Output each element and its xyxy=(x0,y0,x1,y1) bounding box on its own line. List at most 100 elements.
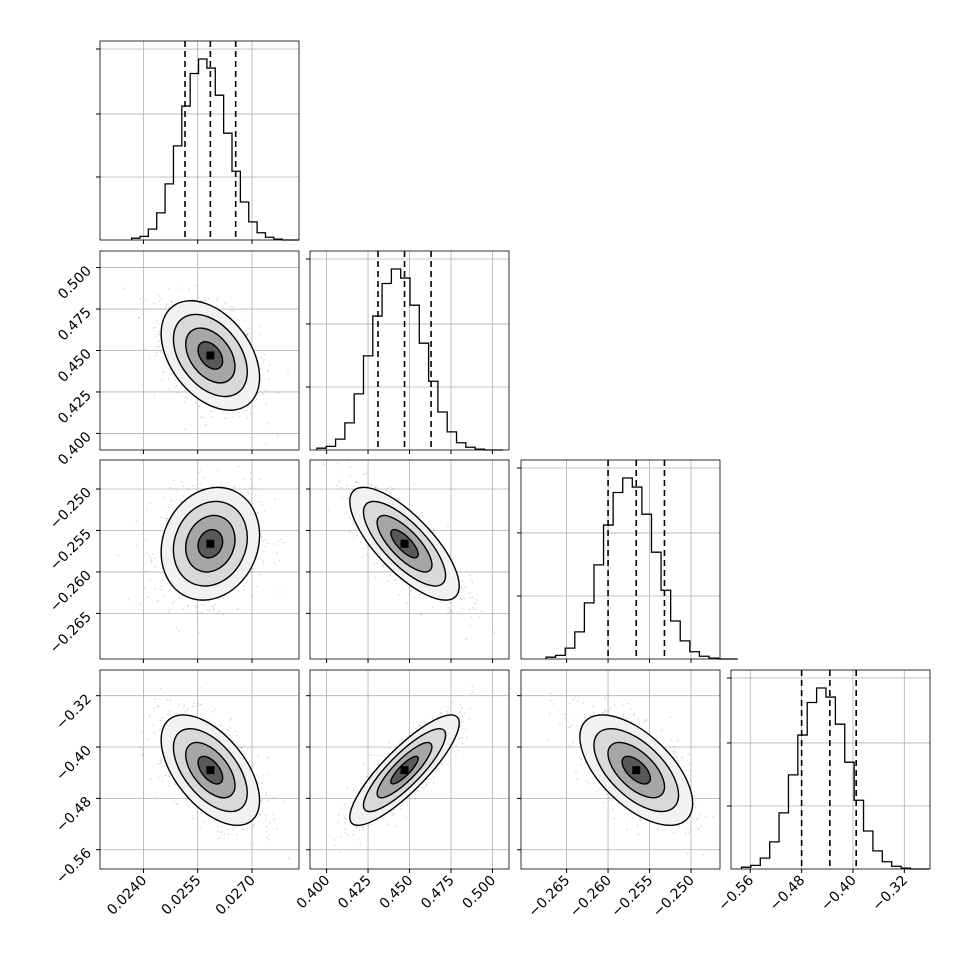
sample-point xyxy=(260,356,263,359)
sample-point xyxy=(179,500,182,503)
sample-point xyxy=(255,585,258,588)
sample-point xyxy=(150,559,153,562)
sample-point xyxy=(198,632,201,635)
sample-point xyxy=(446,607,449,609)
sample-point xyxy=(184,428,186,431)
sample-point xyxy=(264,389,267,391)
density-peak xyxy=(206,766,215,775)
sample-point xyxy=(466,736,468,738)
sample-point xyxy=(208,822,211,824)
sample-point xyxy=(184,401,186,403)
sample-point xyxy=(370,483,373,486)
sample-point xyxy=(455,744,457,747)
sample-point xyxy=(175,627,178,630)
sample-point xyxy=(193,702,196,704)
sample-point xyxy=(159,350,162,352)
sample-point xyxy=(352,833,355,836)
sample-point xyxy=(461,715,464,718)
sample-point xyxy=(266,830,268,833)
sample-point xyxy=(229,305,232,308)
sample-point xyxy=(264,353,266,356)
sample-point xyxy=(187,604,189,607)
sample-point xyxy=(245,333,248,335)
sample-point xyxy=(229,734,231,737)
sample-point xyxy=(127,598,130,601)
sample-point xyxy=(229,719,232,721)
sample-point xyxy=(157,705,160,708)
sample-point xyxy=(388,747,391,749)
sample-point xyxy=(425,784,427,787)
sample-point xyxy=(386,580,389,583)
sample-point xyxy=(282,541,285,544)
sample-point xyxy=(182,495,185,498)
sample-point xyxy=(154,326,157,329)
sample-point xyxy=(380,754,383,757)
sample-point xyxy=(211,416,213,418)
histogram-0 xyxy=(130,58,299,241)
sample-point xyxy=(150,557,152,560)
sample-point xyxy=(622,715,625,718)
sample-point xyxy=(208,297,210,300)
sample-point xyxy=(450,610,453,613)
sample-point xyxy=(439,712,442,715)
sample-point xyxy=(431,606,434,608)
sample-point xyxy=(246,748,249,751)
sample-point xyxy=(211,604,214,607)
sample-point xyxy=(604,709,607,712)
sample-point xyxy=(363,472,366,475)
sample-point xyxy=(423,789,425,791)
sample-point xyxy=(158,762,160,765)
sample-point xyxy=(183,706,185,709)
sample-point xyxy=(161,717,164,719)
sample-point xyxy=(252,825,255,827)
sample-point xyxy=(229,717,232,720)
sample-point xyxy=(432,782,435,784)
contour-line-1 xyxy=(172,500,248,587)
sample-point xyxy=(154,588,157,590)
sample-point xyxy=(262,550,265,552)
sample-point xyxy=(472,582,474,584)
sample-point xyxy=(242,744,245,747)
sample-point xyxy=(224,732,227,735)
sample-point xyxy=(251,764,254,767)
sample-point xyxy=(244,331,247,334)
sample-point xyxy=(451,611,453,614)
density-peak xyxy=(400,766,409,775)
sample-point xyxy=(421,612,423,615)
sample-point xyxy=(268,378,270,381)
sample-point xyxy=(276,551,279,554)
sample-point xyxy=(568,726,570,729)
sample-point xyxy=(248,327,251,329)
sample-point xyxy=(417,790,420,792)
sample-point xyxy=(199,703,202,706)
sample-point xyxy=(461,737,463,739)
sample-point xyxy=(159,762,162,765)
sample-point xyxy=(355,481,358,484)
sample-point xyxy=(139,603,142,606)
sample-point xyxy=(394,578,397,581)
sample-point xyxy=(471,606,474,609)
sample-point xyxy=(249,472,252,474)
sample-point xyxy=(219,482,222,484)
sample-point xyxy=(268,422,270,425)
sample-point xyxy=(265,538,267,541)
sample-point xyxy=(209,721,212,723)
sample-point xyxy=(382,565,385,568)
panel-1-0 xyxy=(96,250,300,454)
sample-point xyxy=(165,305,168,308)
sample-point xyxy=(154,557,156,560)
sample-point xyxy=(201,417,204,419)
sample-point xyxy=(455,754,457,757)
sample-point xyxy=(460,721,462,723)
sample-point xyxy=(242,478,244,481)
sample-point xyxy=(138,316,141,319)
sample-point xyxy=(287,369,289,371)
sample-point xyxy=(398,594,400,596)
sample-point xyxy=(150,778,152,780)
sample-point xyxy=(141,754,144,757)
sample-point xyxy=(279,591,281,593)
sample-point xyxy=(160,758,163,761)
sample-point xyxy=(161,780,164,783)
sample-point xyxy=(261,781,264,784)
